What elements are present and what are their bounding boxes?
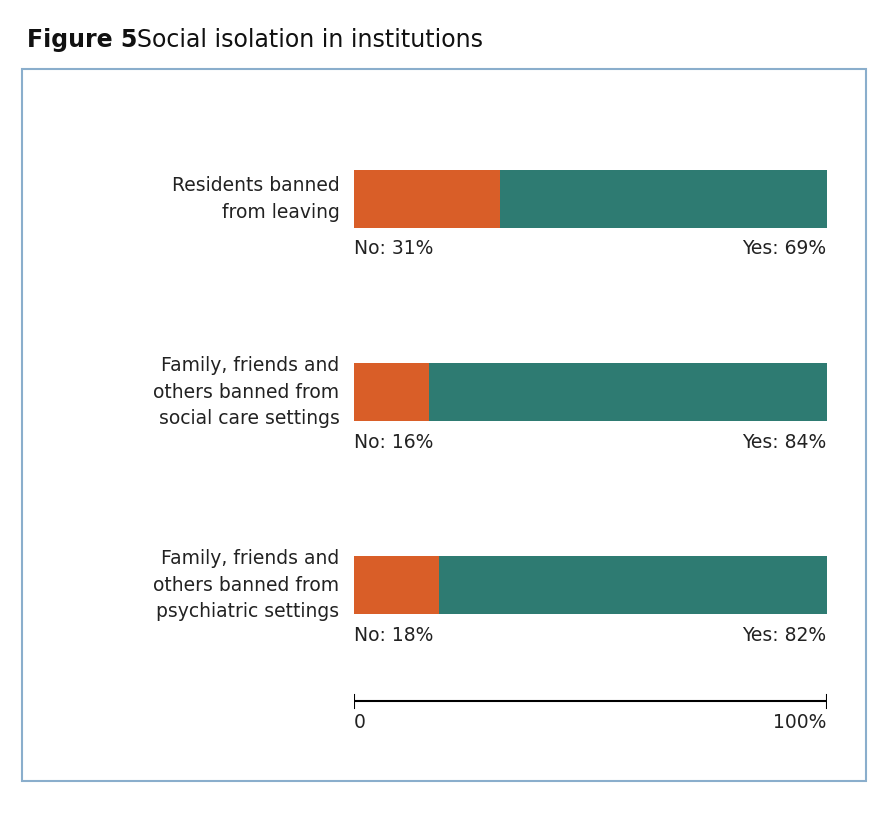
Text: Yes: 69%: Yes: 69% [743,239,827,258]
Bar [438,556,827,615]
Bar [430,363,827,421]
Bar [354,170,500,228]
Text: 100%: 100% [774,713,827,732]
Text: Family, friends and
others banned from
social care settings: Family, friends and others banned from s… [153,356,339,428]
Bar [500,170,827,228]
Text: 0: 0 [354,713,365,732]
Text: Figure 5: Figure 5 [27,28,137,52]
Text: Social isolation in institutions: Social isolation in institutions [137,28,483,52]
Text: Family, friends and
others banned from
psychiatric settings: Family, friends and others banned from p… [153,549,339,621]
Bar [354,363,430,421]
Text: No: 31%: No: 31% [354,239,433,258]
Bar [354,556,438,615]
Text: Yes: 82%: Yes: 82% [743,626,827,645]
Text: No: 18%: No: 18% [354,626,433,645]
Text: Yes: 84%: Yes: 84% [743,433,827,452]
Text: No: 16%: No: 16% [354,433,433,452]
Text: Residents banned
from leaving: Residents banned from leaving [171,176,339,221]
